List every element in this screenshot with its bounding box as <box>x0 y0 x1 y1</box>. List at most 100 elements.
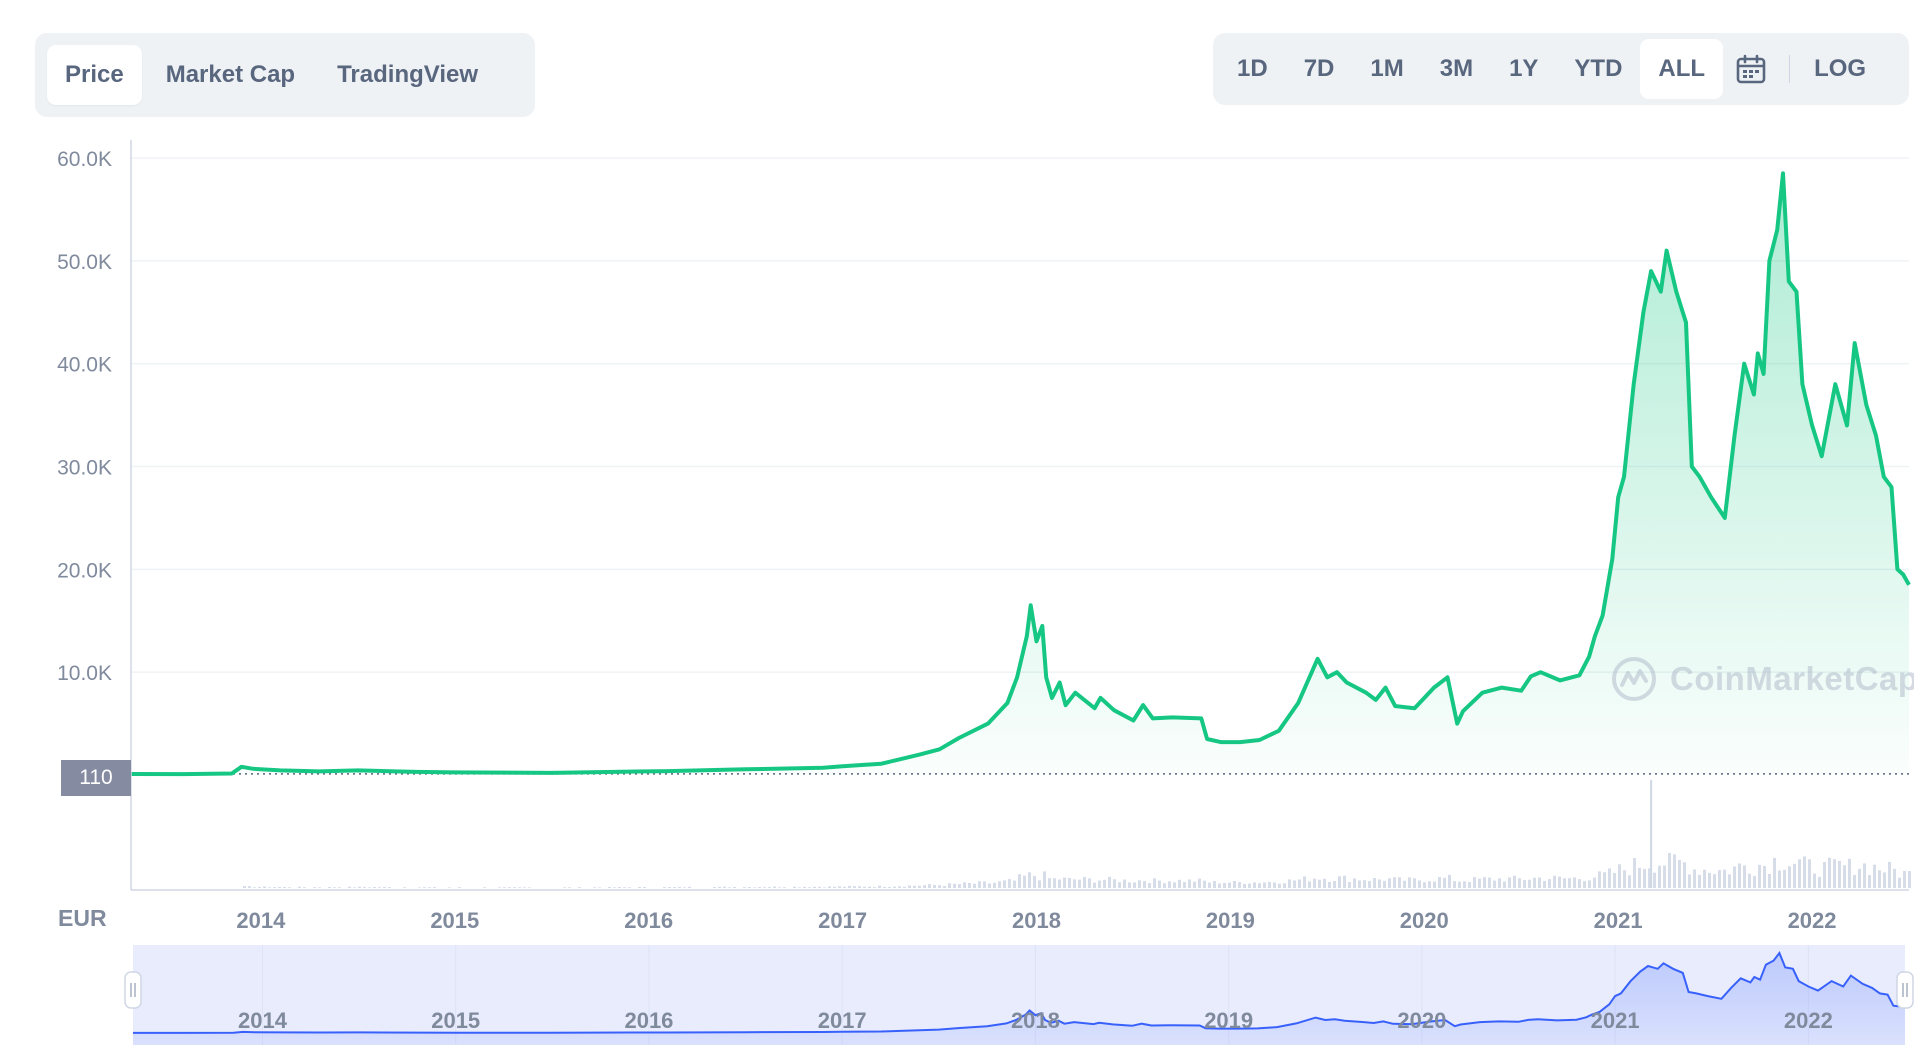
volume-bar <box>1613 872 1616 888</box>
volume-bar <box>1858 868 1861 888</box>
volume-bar <box>303 887 306 888</box>
volume-bar <box>1623 870 1626 888</box>
volume-bar <box>1658 865 1661 888</box>
volume-bar <box>888 886 891 888</box>
volume-bar <box>1653 872 1656 888</box>
range-3m-button[interactable]: 3M <box>1439 55 1474 82</box>
log-scale-button[interactable]: LOG <box>1814 55 1867 82</box>
volume-bar <box>978 881 981 888</box>
tab-market-cap[interactable]: Market Cap <box>165 61 296 88</box>
range-1m-button[interactable]: 1M <box>1370 55 1404 82</box>
volume-bar <box>838 886 841 888</box>
navigator-right-handle[interactable] <box>1896 971 1914 1009</box>
volume-bar <box>1403 880 1406 888</box>
volume-bar <box>1083 877 1086 888</box>
volume-bar <box>1038 880 1041 888</box>
volume-bar <box>1278 883 1281 888</box>
volume-bar <box>1543 881 1546 888</box>
tab-price[interactable]: Price <box>47 45 142 105</box>
volume-bar <box>358 886 361 888</box>
volume-bar <box>1058 879 1061 888</box>
volume-bar <box>1573 877 1576 888</box>
volume-bar <box>968 883 971 888</box>
volume-bar <box>758 887 761 888</box>
volume-bar <box>268 887 271 888</box>
range-all-button[interactable]: ALL <box>1640 39 1724 99</box>
volume-bar <box>1828 857 1831 888</box>
range-1y-button[interactable]: 1Y <box>1509 55 1539 82</box>
range-ytd-button[interactable]: YTD <box>1574 55 1623 82</box>
volume-bar <box>1423 882 1426 888</box>
volume-bar <box>958 884 961 888</box>
volume-bar <box>913 885 916 888</box>
volume-bar <box>333 887 336 888</box>
volume-bar <box>608 886 611 888</box>
volume-bar <box>1028 872 1031 888</box>
volume-bar <box>688 886 691 888</box>
volume-bar <box>1418 880 1421 888</box>
volume-bar <box>833 886 836 888</box>
volume-bar <box>1138 880 1141 888</box>
range-1d-button[interactable]: 1D <box>1237 55 1268 82</box>
volume-bar <box>1773 857 1776 888</box>
volume-bar <box>1313 878 1316 888</box>
volume-bar <box>843 886 846 888</box>
volume-bar <box>1283 883 1286 888</box>
volume-bar <box>1883 872 1886 888</box>
volume-bar <box>938 885 941 888</box>
volume-bar <box>1333 881 1336 888</box>
volume-bar <box>1428 881 1431 888</box>
volume-bar <box>1198 878 1201 888</box>
calendar-icon[interactable] <box>1723 39 1779 99</box>
volume-bar <box>1808 859 1811 888</box>
volume-bar <box>1373 877 1376 888</box>
volume-bar <box>1178 879 1181 888</box>
volume-bar <box>1498 878 1501 888</box>
volume-bar <box>933 885 936 888</box>
volume-bar <box>818 886 821 888</box>
volume-bar <box>1308 881 1311 888</box>
volume-bar <box>263 886 266 888</box>
handle-body <box>124 971 142 1009</box>
navigator-tick-label: 2014 <box>238 1008 288 1033</box>
volume-bar <box>613 887 616 888</box>
volume-bar <box>1568 878 1571 888</box>
volume-bar <box>1548 879 1551 888</box>
volume-bar <box>878 885 881 888</box>
volume-bar <box>1358 880 1361 888</box>
volume-bar <box>1558 876 1561 888</box>
volume-bar <box>1508 877 1511 888</box>
y-tick-label: 20.0K <box>57 559 112 582</box>
currency-label: EUR <box>58 905 107 931</box>
volume-bar <box>773 886 776 888</box>
volume-bar <box>638 887 641 888</box>
volume-bar <box>1223 882 1226 888</box>
navigator-left-handle[interactable] <box>124 971 142 1009</box>
volume-bar <box>1643 868 1646 888</box>
volume-bar <box>503 887 506 888</box>
volume-bar <box>1193 881 1196 888</box>
volume-bar <box>1078 879 1081 888</box>
range-navigator[interactable]: 2014 2015 2016 2017 2018 2019 2020 2021 2022 <box>124 945 1914 1045</box>
volume-bar <box>1093 882 1096 888</box>
volume-bar <box>1063 877 1066 888</box>
volume-bar <box>1833 859 1836 888</box>
volume-bar <box>1598 871 1601 888</box>
range-7d-button[interactable]: 7D <box>1303 55 1335 82</box>
volume-bar <box>678 886 681 888</box>
volume-bar <box>1838 860 1841 888</box>
x-tick-label: 2021 <box>1594 908 1643 933</box>
x-tick-label: 2022 <box>1788 908 1837 933</box>
volume-bar <box>508 887 511 888</box>
volume-bar <box>1903 870 1906 888</box>
navigator-tick-label: 2022 <box>1784 1008 1833 1033</box>
volume-bar <box>898 886 901 888</box>
volume-bar <box>713 887 716 888</box>
volume-bar <box>683 887 686 888</box>
volume-bar <box>1853 875 1856 888</box>
volume-bar <box>623 887 626 888</box>
tab-tradingview[interactable]: TradingView <box>337 61 479 88</box>
volume-bar <box>1018 874 1021 888</box>
volume-bar <box>1743 865 1746 888</box>
